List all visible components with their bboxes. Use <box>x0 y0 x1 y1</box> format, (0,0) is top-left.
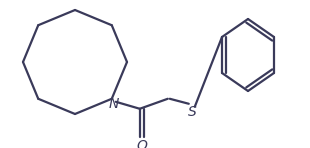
Text: N: N <box>108 97 119 111</box>
Text: S: S <box>188 105 197 119</box>
Text: O: O <box>136 139 147 148</box>
